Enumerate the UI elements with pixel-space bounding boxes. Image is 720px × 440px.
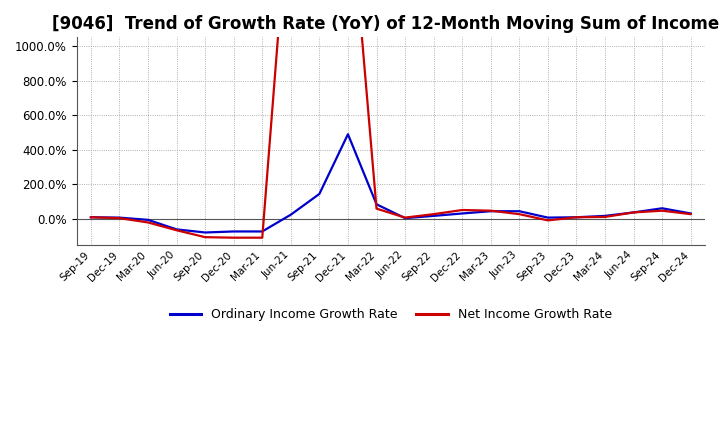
Legend: Ordinary Income Growth Rate, Net Income Growth Rate: Ordinary Income Growth Rate, Net Income … [165,303,617,326]
Title: [9046]  Trend of Growth Rate (YoY) of 12-Month Moving Sum of Incomes: [9046] Trend of Growth Rate (YoY) of 12-… [53,15,720,33]
